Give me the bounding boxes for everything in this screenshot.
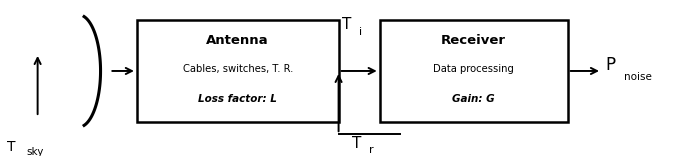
Text: P: P xyxy=(605,56,616,74)
Bar xyxy=(380,20,568,122)
Text: Gain: G: Gain: G xyxy=(452,94,495,104)
Text: T: T xyxy=(7,140,15,154)
Text: Cables, switches, T. R.: Cables, switches, T. R. xyxy=(183,64,293,74)
Text: r: r xyxy=(369,145,374,155)
Text: Data processing: Data processing xyxy=(433,64,514,74)
Text: i: i xyxy=(359,27,363,37)
Text: sky: sky xyxy=(26,147,43,156)
Text: Antenna: Antenna xyxy=(207,34,269,47)
Text: Receiver: Receiver xyxy=(441,34,506,47)
Text: noise: noise xyxy=(624,72,653,82)
Bar xyxy=(137,20,339,122)
Text: T: T xyxy=(342,17,352,32)
Text: T: T xyxy=(352,136,362,151)
Text: Loss factor: L: Loss factor: L xyxy=(198,94,277,104)
